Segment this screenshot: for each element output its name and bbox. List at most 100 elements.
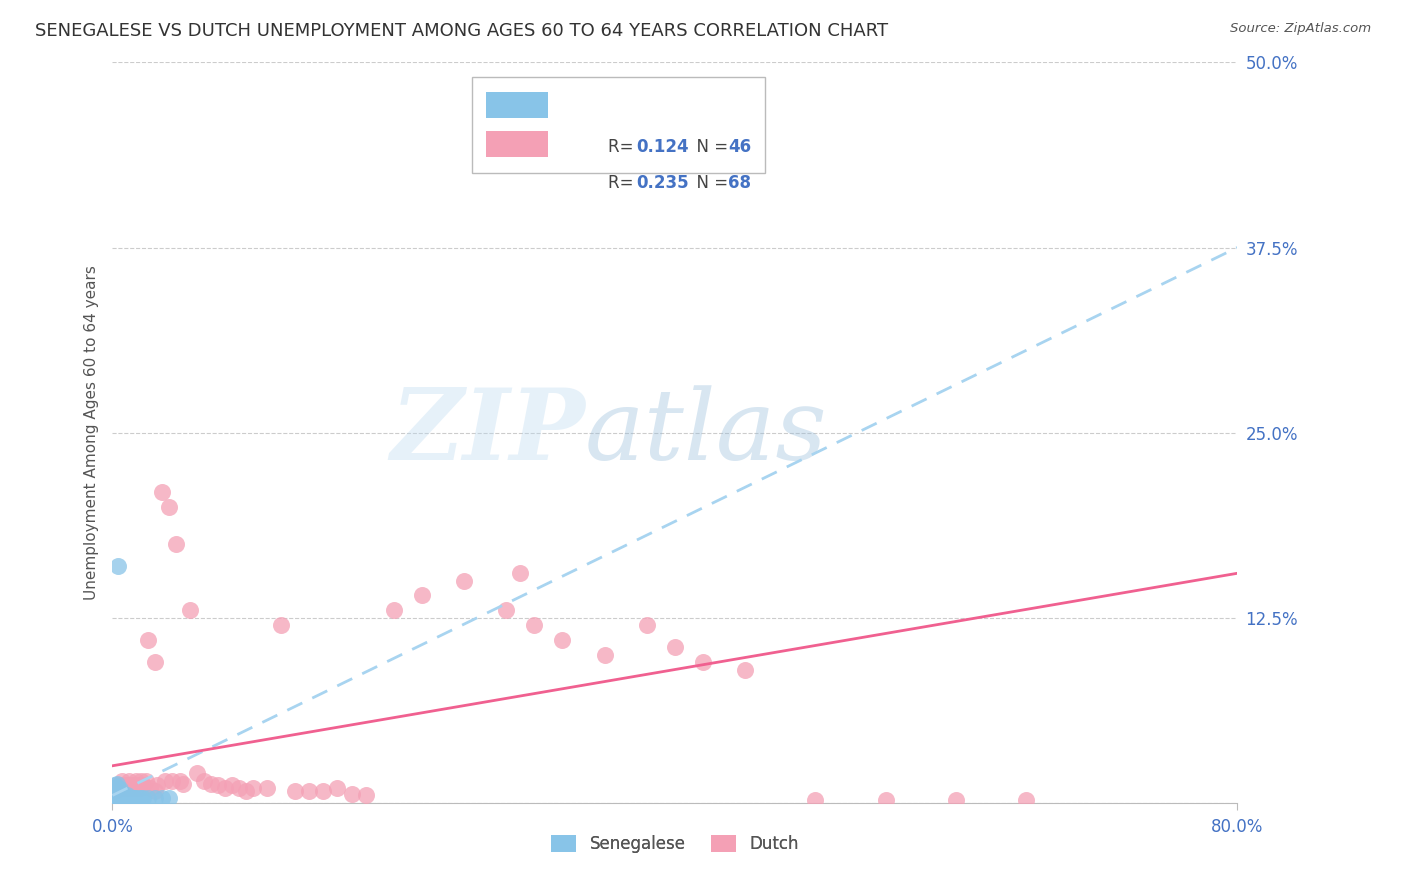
Point (804, 793, 827, 807)
Point (107, 785, 129, 799)
Point (128, 780, 150, 795)
Point (453, 574, 475, 588)
Point (107, 558, 129, 573)
Point (104, 782, 127, 797)
Point (146, 778, 169, 792)
Point (165, 536, 187, 550)
Point (120, 778, 142, 792)
Point (945, 793, 967, 807)
Point (169, 773, 191, 788)
Point (143, 655, 166, 669)
Point (118, 791, 141, 805)
Text: 0.124: 0.124 (637, 138, 689, 156)
Point (105, 785, 128, 799)
Point (411, 589, 433, 603)
Point (593, 648, 616, 662)
Legend: Senegalese, Dutch: Senegalese, Dutch (543, 826, 807, 861)
Point (242, 780, 264, 795)
Point (132, 778, 155, 792)
Point (117, 791, 139, 805)
Text: R=: R= (609, 138, 640, 156)
Point (172, 776, 194, 790)
Bar (486, 93, 548, 119)
Text: ZIP: ZIP (389, 384, 585, 481)
Point (118, 773, 141, 788)
Point (256, 780, 278, 795)
Point (104, 784, 127, 798)
Point (104, 785, 127, 799)
Point (135, 773, 157, 788)
Point (132, 791, 155, 805)
Point (193, 773, 215, 788)
Point (143, 784, 166, 798)
Point (636, 618, 658, 632)
Point (157, 791, 180, 805)
Point (122, 778, 145, 792)
Point (115, 780, 138, 795)
Text: atlas: atlas (585, 385, 828, 480)
Point (284, 784, 307, 798)
Point (108, 791, 131, 805)
Point (107, 791, 129, 805)
Point (110, 791, 132, 805)
Point (340, 787, 363, 801)
Point (157, 500, 180, 514)
Point (105, 780, 128, 794)
Point (105, 776, 128, 790)
Point (221, 778, 243, 792)
Text: 0.235: 0.235 (637, 174, 689, 192)
Point (143, 791, 166, 805)
Point (136, 791, 159, 805)
Point (107, 782, 129, 797)
Point (270, 618, 292, 632)
Point (150, 484, 173, 499)
Point (312, 784, 335, 798)
Y-axis label: Unemployment Among Ages 60 to 64 years: Unemployment Among Ages 60 to 64 years (83, 265, 98, 600)
Point (105, 789, 128, 803)
Point (114, 791, 136, 805)
Point (111, 789, 134, 803)
Point (326, 780, 349, 795)
Point (160, 773, 183, 788)
Point (108, 780, 131, 795)
Point (103, 780, 125, 795)
Point (104, 778, 127, 792)
Point (121, 791, 143, 805)
Point (139, 780, 162, 795)
Point (115, 789, 138, 803)
Text: 46: 46 (728, 138, 751, 156)
Point (104, 789, 127, 803)
Point (509, 566, 531, 581)
Point (495, 603, 517, 617)
Point (121, 780, 143, 795)
Point (105, 782, 128, 797)
Point (551, 632, 574, 647)
Point (107, 778, 129, 792)
Point (523, 618, 546, 632)
Point (127, 791, 149, 805)
Text: 68: 68 (728, 174, 751, 192)
Text: R=: R= (609, 174, 640, 192)
Point (179, 603, 201, 617)
Point (112, 780, 135, 795)
Point (105, 791, 128, 805)
Point (124, 791, 146, 805)
Point (105, 780, 128, 795)
Point (108, 782, 131, 797)
Point (875, 793, 897, 807)
Point (111, 791, 134, 805)
Point (207, 778, 229, 792)
Point (103, 789, 125, 803)
Point (122, 791, 145, 805)
Point (228, 780, 250, 795)
Point (734, 663, 756, 677)
Point (298, 784, 321, 798)
Point (110, 789, 132, 803)
Point (112, 791, 135, 805)
Point (124, 780, 146, 795)
Point (127, 778, 149, 792)
Point (382, 603, 405, 617)
Point (114, 778, 136, 792)
Point (153, 773, 176, 788)
Point (125, 773, 148, 788)
